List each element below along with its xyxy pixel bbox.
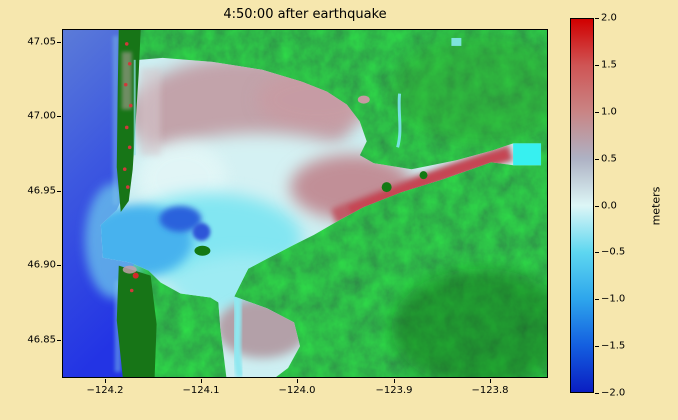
colorbar-tick-label: 1.0 [601, 106, 617, 118]
colorbar-tick-label: 1.5 [601, 59, 617, 71]
y-tick-label: 46.95 [27, 185, 56, 197]
colorbar-tick-label: 2.0 [601, 12, 617, 24]
map-image [63, 30, 547, 377]
x-tick-mark [201, 379, 202, 383]
y-tick-mark [57, 42, 61, 43]
colorbar-tick-mark [595, 299, 599, 301]
colorbar-tick-mark [595, 64, 599, 66]
x-tick-label: −123.8 [471, 385, 509, 396]
colorbar-tick-label: −1.0 [601, 293, 626, 305]
x-tick-label: −124.0 [278, 385, 316, 396]
x-tick-mark [297, 379, 298, 383]
colorbar-tick-label: 0.0 [601, 200, 617, 211]
colorbar-axis-label: meters [649, 186, 663, 226]
y-tick-mark [57, 340, 61, 341]
y-tick-label: 47.00 [27, 110, 56, 122]
colorbar-tick-label: −0.5 [601, 246, 626, 258]
y-tick-mark [57, 191, 61, 192]
y-tick-label: 46.90 [27, 259, 56, 271]
colorbar-tick-mark [595, 205, 599, 207]
y-tick-mark [57, 265, 61, 266]
colorbar-tick-label: −2.0 [601, 387, 626, 399]
x-tick-mark [394, 379, 395, 383]
x-tick-label: −123.9 [375, 385, 413, 396]
colorbar-tick-label: 0.5 [601, 153, 617, 165]
colorbar-tick-mark [595, 393, 599, 394]
x-tick-mark [490, 379, 491, 383]
colorbar-tick-mark [595, 252, 599, 254]
x-tick-label: −124.2 [86, 385, 124, 396]
y-tick-label: 46.85 [27, 334, 56, 346]
colorbar-tick-mark [595, 18, 599, 19]
y-tick-mark [57, 116, 61, 117]
colorbar [570, 18, 594, 393]
x-tick-mark [105, 379, 106, 383]
colorbar-tick-mark [595, 111, 599, 113]
map-plot-area [62, 29, 548, 378]
colorbar-tick-label: −1.5 [601, 340, 626, 352]
chart-title: 4:50:00 after earthquake [223, 7, 387, 22]
y-tick-label: 47.05 [27, 36, 56, 48]
colorbar-tick-mark [595, 346, 599, 348]
colorbar-tick-mark [595, 158, 599, 160]
x-tick-label: −124.1 [182, 385, 220, 396]
